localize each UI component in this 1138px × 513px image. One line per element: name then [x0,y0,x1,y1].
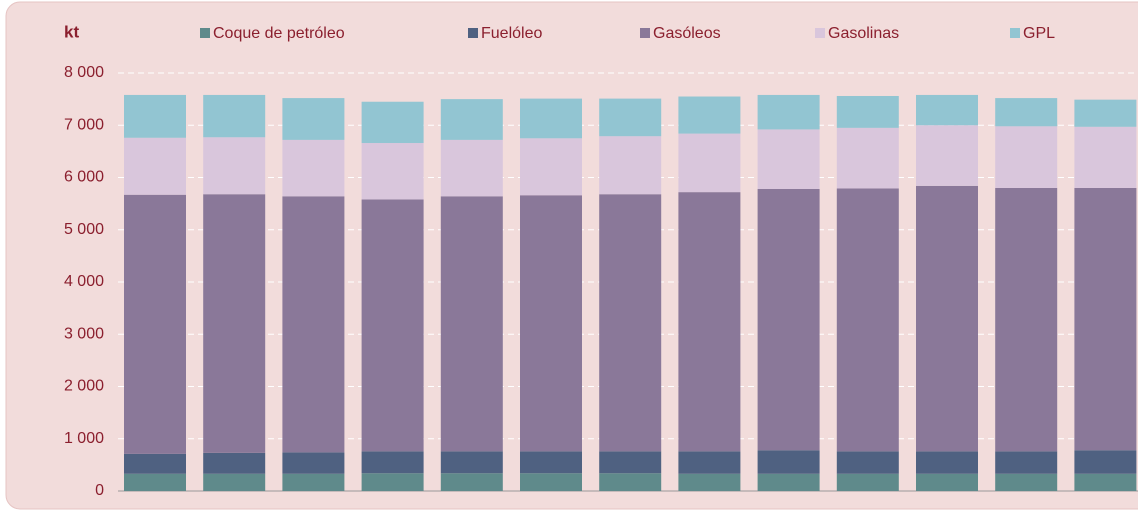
bar-segment [203,452,266,474]
bar-segment [203,194,266,453]
bar-segment [995,451,1058,474]
bar-segment [757,129,820,189]
bar-segment [124,94,186,138]
y-tick-label: 2 000 [64,378,104,395]
bar-segment [361,143,424,200]
legend-label: GPL [1023,25,1055,42]
bar-segment [124,194,186,454]
bar-segment [916,125,978,186]
bar-segment [520,195,582,452]
bar-segment [836,473,899,491]
legend-swatch [200,28,210,38]
bar-segment [282,139,345,197]
legend-label: Fuelóleo [481,25,542,42]
legend-swatch [1010,28,1020,38]
bar-segment [124,473,186,491]
legend-label: Coque de petróleo [213,25,345,42]
bar-segment [836,127,899,189]
legend-swatch [640,28,650,38]
bar-segment [678,451,741,474]
bar-segment [599,194,662,452]
y-tick-label: 6 000 [64,169,104,186]
bar-segment [678,473,741,491]
bar-segment [361,451,424,474]
bar-segment [1074,187,1137,451]
bar-segment [678,96,741,134]
bar-segment [361,473,424,491]
bar-segment [757,188,820,451]
legend-label: Gasolinas [828,25,899,42]
legend-swatch [815,28,825,38]
y-tick-label: 7 000 [64,116,104,133]
bar-segment [282,473,345,491]
bar-segment [203,473,266,491]
bar-segment [282,196,345,453]
bar-segment [124,137,186,195]
bar-segment [757,473,820,491]
bar-segment [1074,99,1137,127]
bar-segment [916,451,978,474]
bar-segment [440,139,503,197]
bar-segment [520,473,582,491]
bar-segment [361,101,424,144]
bar-segment [203,137,266,195]
y-tick-label: 4 000 [64,273,104,290]
bar-segment [520,451,582,474]
bar-segment [361,199,424,452]
bar-segment [995,98,1058,127]
bar-segment [440,99,503,140]
bar-segment [836,188,899,452]
bar-segment [678,133,741,193]
bar-segment [520,98,582,139]
y-axis-label: kt [64,22,79,41]
bar-segment [599,98,662,137]
bar-segment [1074,473,1137,491]
bar-segment [995,187,1058,452]
bar-segment [124,453,186,474]
bar-segment [916,473,978,491]
y-tick-label: 8 000 [64,64,104,81]
bar-segment [599,451,662,474]
bar-segment [1074,126,1137,188]
bar-segment [995,473,1058,491]
bar-segment [440,473,503,491]
bar-segment [440,196,503,452]
y-tick-label: 3 000 [64,325,104,342]
y-tick-label: 0 [95,482,104,499]
bar-segment [282,98,345,140]
bar-segment [995,126,1058,188]
bar-segment [757,94,820,130]
bar-segment [836,95,899,128]
bar-segment [203,94,266,138]
bar-segment [440,451,503,474]
bar-segment [916,94,978,126]
y-tick-label: 5 000 [64,221,104,238]
legend-label: Gasóleos [653,25,721,42]
bar-segment [916,185,978,452]
bar-segment [520,138,582,196]
bar-segment [599,473,662,491]
bar-segment [757,450,820,474]
y-tick-label: 1 000 [64,430,104,447]
bar-segment [678,192,741,452]
legend-swatch [468,28,478,38]
bar-segment [599,136,662,195]
bar-segment [836,451,899,474]
bar-segment [1074,450,1137,474]
bar-segment [282,452,345,474]
